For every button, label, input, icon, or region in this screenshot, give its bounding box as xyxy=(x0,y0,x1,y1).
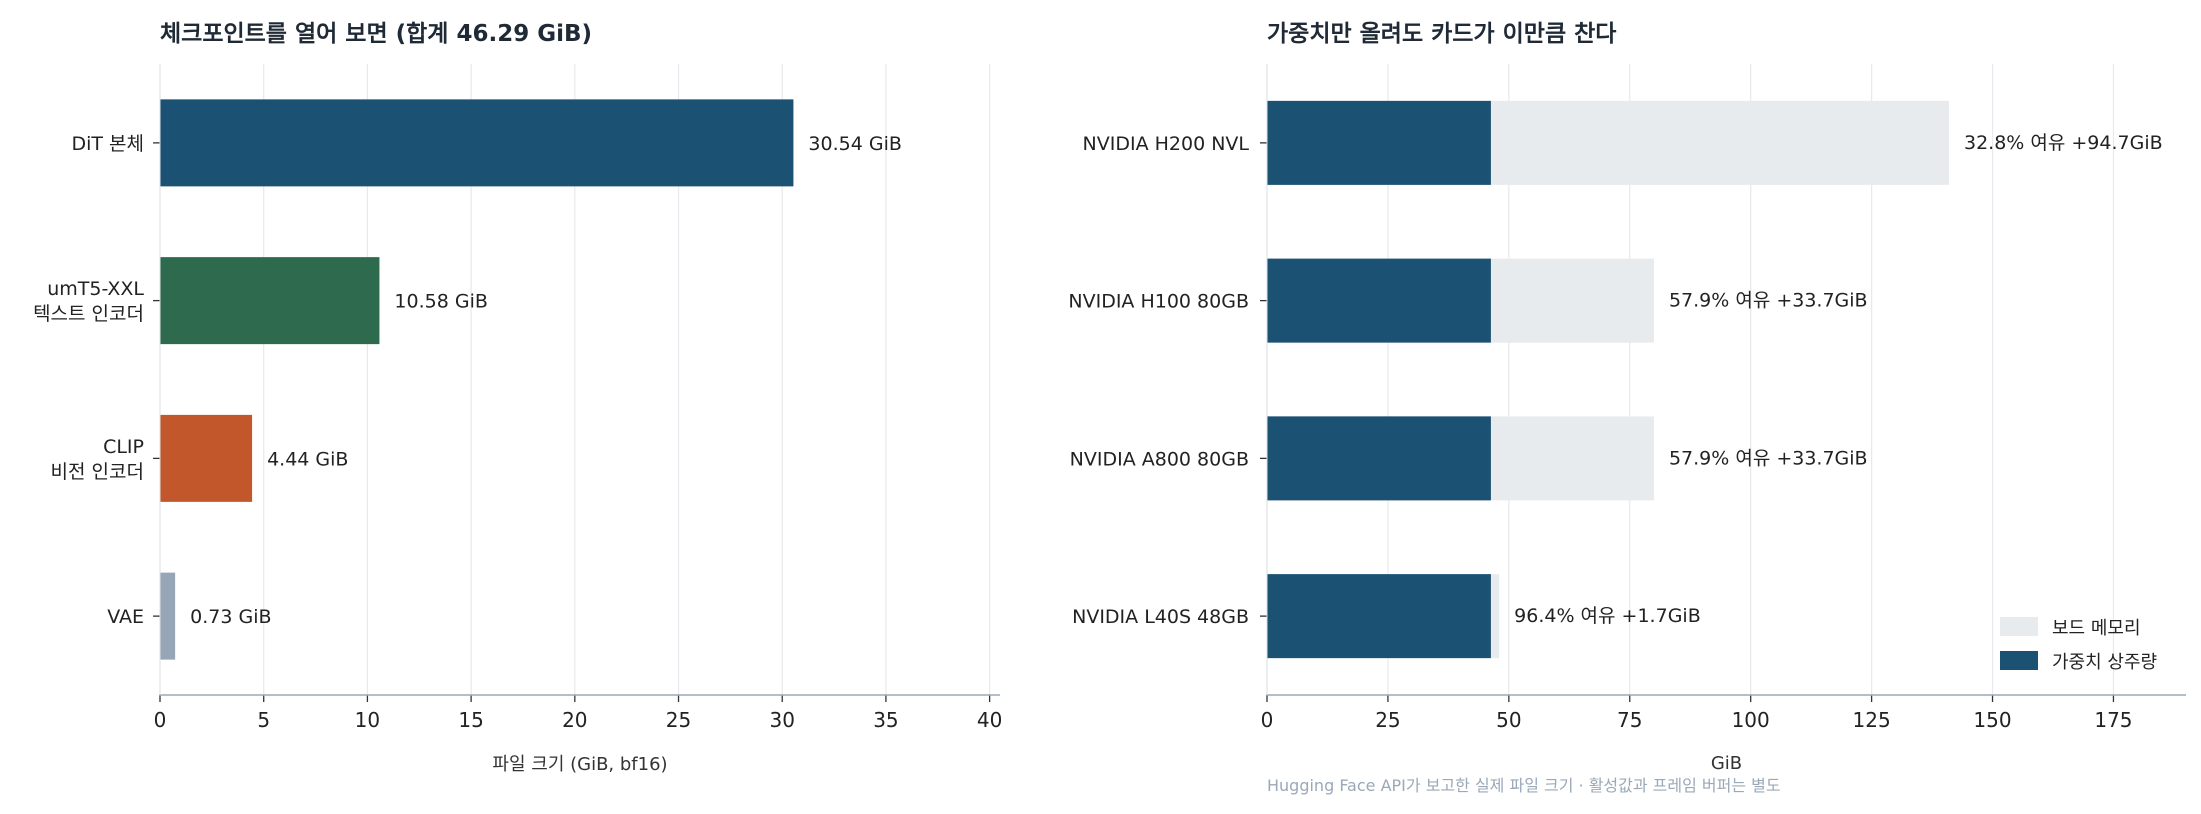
bar xyxy=(160,99,794,187)
x-tick-label: 30 xyxy=(769,708,794,732)
category-label: NVIDIA A800 80GB xyxy=(1070,448,1249,470)
bar-value-label: 57.9% 여유 +33.7GiB xyxy=(1669,290,1868,312)
x-tick-label: 25 xyxy=(666,708,691,732)
right-chart-title: 가중치만 올려도 카드가 이만큼 찬다 xyxy=(1267,21,1617,47)
category-label: 텍스트 인코더 xyxy=(33,303,144,325)
legend-swatch xyxy=(2000,651,2038,670)
x-tick-label: 50 xyxy=(1496,708,1521,732)
x-tick-label: 20 xyxy=(562,708,587,732)
x-tick-label: 40 xyxy=(977,708,1002,732)
footnote: Hugging Face API가 보고한 실제 파일 크기 · 활성값과 프레… xyxy=(1267,776,1781,795)
category-label: NVIDIA L40S 48GB xyxy=(1072,606,1249,628)
bar-value-label: 30.54 GiB xyxy=(808,133,901,155)
bar-value-label: 32.8% 여유 +94.7GiB xyxy=(1964,132,2163,154)
left-chart-title: 체크포인트를 열어 보면 (합계 46.29 GiB) xyxy=(160,21,593,47)
category-label: umT5-XXL xyxy=(47,278,144,300)
x-tick-label: 75 xyxy=(1617,708,1642,732)
weights-bar xyxy=(1267,258,1491,343)
x-tick-label: 35 xyxy=(873,708,898,732)
gpu-memory-bar-chart: 0 25 50 75 100 125 150 175 32.8% 여유 +94.7GiB NVID… xyxy=(1068,64,2186,774)
x-axis-title: 파일 크기 (GiB, bf16) xyxy=(492,754,667,775)
bar-value-label: 96.4% 여유 +1.7GiB xyxy=(1514,605,1701,627)
category-label: 비전 인코더 xyxy=(51,461,144,483)
legend-label: 가중치 상주량 xyxy=(2052,652,2157,673)
bar xyxy=(160,572,176,660)
x-tick-label: 0 xyxy=(154,708,167,732)
file-size-bar-chart: 0 5 10 15 20 25 30 35 40 30.54 GiB DiT 본체 10.58 GiB… xyxy=(33,64,1002,775)
legend-label: 보드 메모리 xyxy=(2052,618,2141,639)
category-label: VAE xyxy=(107,606,144,628)
x-tick-label: 175 xyxy=(2094,708,2132,732)
weights-bar xyxy=(1267,416,1491,501)
x-tick-label: 10 xyxy=(355,708,380,732)
x-tick-label: 150 xyxy=(1973,708,2011,732)
bar-value-label: 4.44 GiB xyxy=(267,448,348,470)
x-tick-label: 15 xyxy=(458,708,483,732)
x-tick-label: 125 xyxy=(1853,708,1891,732)
bar-value-label: 0.73 GiB xyxy=(190,606,271,628)
category-label: DiT 본체 xyxy=(71,133,144,155)
bar xyxy=(160,257,380,345)
category-label: NVIDIA H100 80GB xyxy=(1068,291,1249,313)
bar-value-label: 10.58 GiB xyxy=(394,291,487,313)
weights-bar xyxy=(1267,100,1491,185)
category-label: NVIDIA H200 NVL xyxy=(1083,133,1250,155)
x-tick-label: 100 xyxy=(1732,708,1770,732)
category-label: CLIP xyxy=(103,436,144,458)
bar xyxy=(160,414,253,502)
legend-swatch xyxy=(2000,617,2038,636)
x-tick-label: 0 xyxy=(1261,708,1274,732)
x-tick-label: 25 xyxy=(1375,708,1400,732)
weights-bar xyxy=(1267,574,1491,659)
bar-value-label: 57.9% 여유 +33.7GiB xyxy=(1669,447,1868,469)
x-axis-title: GiB xyxy=(1711,753,1742,774)
x-tick-label: 5 xyxy=(257,708,270,732)
